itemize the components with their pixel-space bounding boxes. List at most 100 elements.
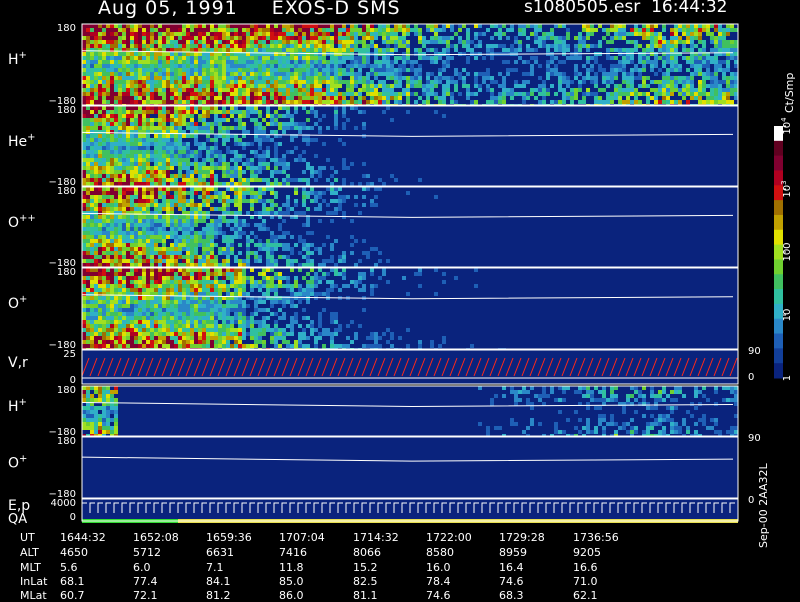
heatmap-cell [126,174,130,178]
heatmap-cell [266,68,270,72]
heatmap-cell [234,56,238,60]
heatmap-cell [118,138,122,142]
heatmap-cell [246,223,250,227]
heatmap-cell [362,32,366,36]
heatmap-cell [158,72,162,76]
heatmap-cell [170,32,174,36]
heatmap-cell [94,219,98,223]
heatmap-cell [626,76,630,80]
heatmap-cell [106,52,110,56]
heatmap-cell [242,219,246,223]
heatmap-cell [222,211,226,215]
heatmap-cell [198,259,202,263]
heatmap-cell [130,316,134,320]
heatmap-cell [250,158,254,162]
heatmap-cell [226,32,230,36]
heatmap-cell [226,24,230,28]
heatmap-cell [318,84,322,88]
heatmap-cell [234,84,238,88]
heatmap-cell [158,114,162,118]
heatmap-cell [254,96,258,100]
heatmap-cell [362,44,366,48]
heatmap-cell [230,150,234,154]
heatmap-cell [490,24,494,28]
heatmap-cell [90,96,94,100]
heatmap-cell [382,80,386,84]
heatmap-cell [126,219,130,223]
heatmap-cell [538,36,542,40]
heatmap-cell [426,84,430,88]
heatmap-cell [254,84,258,88]
heatmap-cell [498,92,502,96]
heatmap-cell [434,24,438,28]
heatmap-cell [138,227,142,231]
heatmap-cell [178,52,182,56]
heatmap-cell [206,191,210,195]
heatmap-cell [126,263,130,267]
heatmap-cell [162,36,166,40]
heatmap-cell [190,80,194,84]
heatmap-cell [186,191,190,195]
heatmap-cell [426,92,430,96]
heatmap-cell [430,80,434,84]
heatmap-cell [174,243,178,247]
heatmap-cell [726,76,730,80]
heatmap-cell [122,138,126,142]
heatmap-cell [306,64,310,68]
heatmap-cell [722,48,726,52]
heatmap-cell [534,28,538,32]
heatmap-cell [174,48,178,52]
heatmap-cell [710,40,714,44]
heatmap-cell [86,182,90,186]
heatmap-cell [386,84,390,88]
heatmap-cell [182,40,186,44]
heatmap-cell [222,40,226,44]
heatmap-cell [106,44,110,48]
heatmap-cell [394,68,398,72]
heatmap-cell [90,126,94,130]
heatmap-cell [226,96,230,100]
heatmap-cell [98,72,102,76]
heatmap-cell [446,40,450,44]
heatmap-cell [410,28,414,32]
heatmap-cell [130,174,134,178]
heatmap-cell [110,84,114,88]
heatmap-cell [662,84,666,88]
heatmap-cell [630,84,634,88]
heatmap-cell [206,263,210,267]
heatmap-cell [550,32,554,36]
heatmap-cell [162,154,166,158]
heatmap-cell [570,100,574,104]
heatmap-cell [334,76,338,80]
heatmap-cell [226,52,230,56]
heatmap-cell [86,142,90,146]
heatmap-cell [730,88,734,92]
heatmap-cell [222,24,226,28]
heatmap-cell [238,84,242,88]
heatmap-cell [350,68,354,72]
heatmap-cell [222,76,226,80]
heatmap-cell [154,263,158,267]
heatmap-cell [262,203,266,207]
heatmap-cell [138,231,142,235]
heatmap-cell [706,100,710,104]
heatmap-cell [282,32,286,36]
heatmap-cell [254,134,258,138]
heatmap-cell [138,96,142,100]
heatmap-cell [554,24,558,28]
heatmap-cell [202,174,206,178]
heatmap-cell [670,100,674,104]
heatmap-cell [574,88,578,92]
heatmap-cell [94,84,98,88]
heatmap-cell [150,44,154,48]
heatmap-cell [230,40,234,44]
heatmap-cell [98,344,102,348]
heatmap-cell [674,28,678,32]
heatmap-cell [586,36,590,40]
heatmap-cell [422,36,426,40]
heatmap-cell [594,92,598,96]
heatmap-cell [242,56,246,60]
heatmap-cell [110,106,114,110]
heatmap-cell [98,106,102,110]
heatmap-cell [338,40,342,44]
